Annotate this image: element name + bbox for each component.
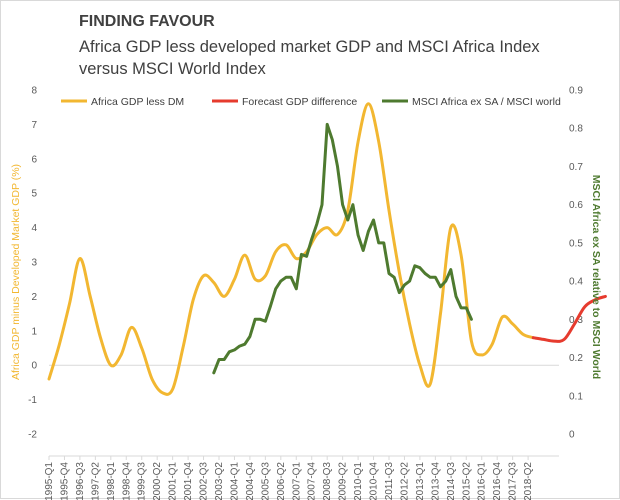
y-right-axis-title: MSCI Africa ex SA relative to MSCI World [590, 175, 602, 379]
x-tick-label: 2016-Q4 [492, 462, 503, 500]
chart-subtitle-line2: versus MSCI World Index [79, 60, 266, 78]
y-right-tick-label: 0.5 [569, 238, 583, 249]
y-left-tick-label: 7 [31, 120, 37, 131]
x-tick-label: 2009-Q2 [338, 462, 349, 500]
x-tick-label: 2013-Q4 [430, 462, 441, 500]
x-tick-label: 2006-Q2 [276, 462, 287, 500]
y-right-tick-label: 0 [569, 430, 575, 441]
y-right-tick-label: 0.1 [569, 391, 583, 402]
x-tick-label: 1998-Q1 [106, 462, 117, 500]
x-tick-label: 2001-Q4 [183, 462, 194, 500]
x-tick-label: 2007-Q1 [291, 462, 302, 500]
y-left-axis-title: Africa GDP minus Developed Market GDP (%… [10, 164, 22, 380]
y-left-tick-label: -2 [28, 430, 37, 441]
y-right-tick-label: 0.7 [569, 162, 583, 173]
x-tick-label: 1997-Q2 [90, 462, 101, 500]
x-tick-label: 2012-Q2 [399, 462, 410, 500]
x-tick-label: 2004-Q1 [229, 462, 240, 500]
y-right-tick-label: 0.4 [569, 277, 583, 288]
x-tick-label: 2007-Q4 [307, 462, 318, 500]
x-tick-label: 2010-Q1 [353, 462, 364, 500]
x-tick-label: 2014-Q3 [446, 462, 457, 500]
y-left-tick-label: 2 [31, 292, 37, 303]
x-tick-label: 1995-Q1 [44, 462, 55, 500]
y-left-tick-label: 0 [31, 361, 37, 372]
x-tick-label: 2018-Q2 [523, 462, 534, 500]
x-tick-label: 2016-Q1 [477, 462, 488, 500]
series-line-2 [531, 294, 607, 343]
x-tick-label: 2008-Q3 [322, 462, 333, 500]
x-tick-label: 2004-Q4 [245, 462, 256, 500]
x-tick-label: 1999-Q3 [137, 462, 148, 500]
series-line-3 [212, 122, 473, 375]
x-tick-label: 2013-Q1 [415, 462, 426, 500]
y-left-tick-label: 3 [31, 258, 37, 269]
chart-subtitle-line1: Africa GDP less developed market GDP and… [79, 38, 540, 56]
x-tick-label: 2015-Q2 [461, 462, 472, 500]
x-tick-label: 2000-Q2 [152, 462, 163, 500]
x-tick-label: 2010-Q4 [369, 462, 380, 500]
y-left-tick-label: 1 [31, 326, 37, 337]
y-left-tick-label: 6 [31, 154, 37, 165]
y-right-tick-label: 0.6 [569, 200, 583, 211]
y-right-tick-label: 0.9 [569, 86, 583, 97]
legend-label-3: MSCI Africa ex SA / MSCI world [412, 96, 561, 108]
y-left-tick-label: 4 [31, 223, 37, 234]
x-tick-label: 1995-Q4 [59, 462, 70, 500]
x-tick-label: 2011-Q3 [384, 462, 395, 500]
chart-title: FINDING FAVOUR [79, 13, 215, 30]
y-left-tick-label: 8 [31, 86, 37, 97]
legend-label-1: Africa GDP less DM [91, 96, 184, 108]
x-tick-label: 2002-Q3 [199, 462, 210, 500]
x-tick-label: 1998-Q4 [121, 462, 132, 500]
y-right-tick-label: 0.8 [569, 124, 583, 135]
x-tick-label: 2003-Q2 [214, 462, 225, 500]
y-right-tick-label: 0.2 [569, 353, 583, 364]
y-left-tick-label: 5 [31, 189, 37, 200]
x-tick-label: 1996-Q3 [75, 462, 86, 500]
y-left-tick-label: -1 [28, 395, 37, 406]
x-tick-label: 2017-Q3 [508, 462, 519, 500]
x-tick-label: 2001-Q1 [168, 462, 179, 500]
legend-label-2: Forecast GDP difference [242, 96, 357, 108]
series-line-1 [47, 102, 535, 396]
x-tick-label: 2005-Q3 [260, 462, 271, 500]
